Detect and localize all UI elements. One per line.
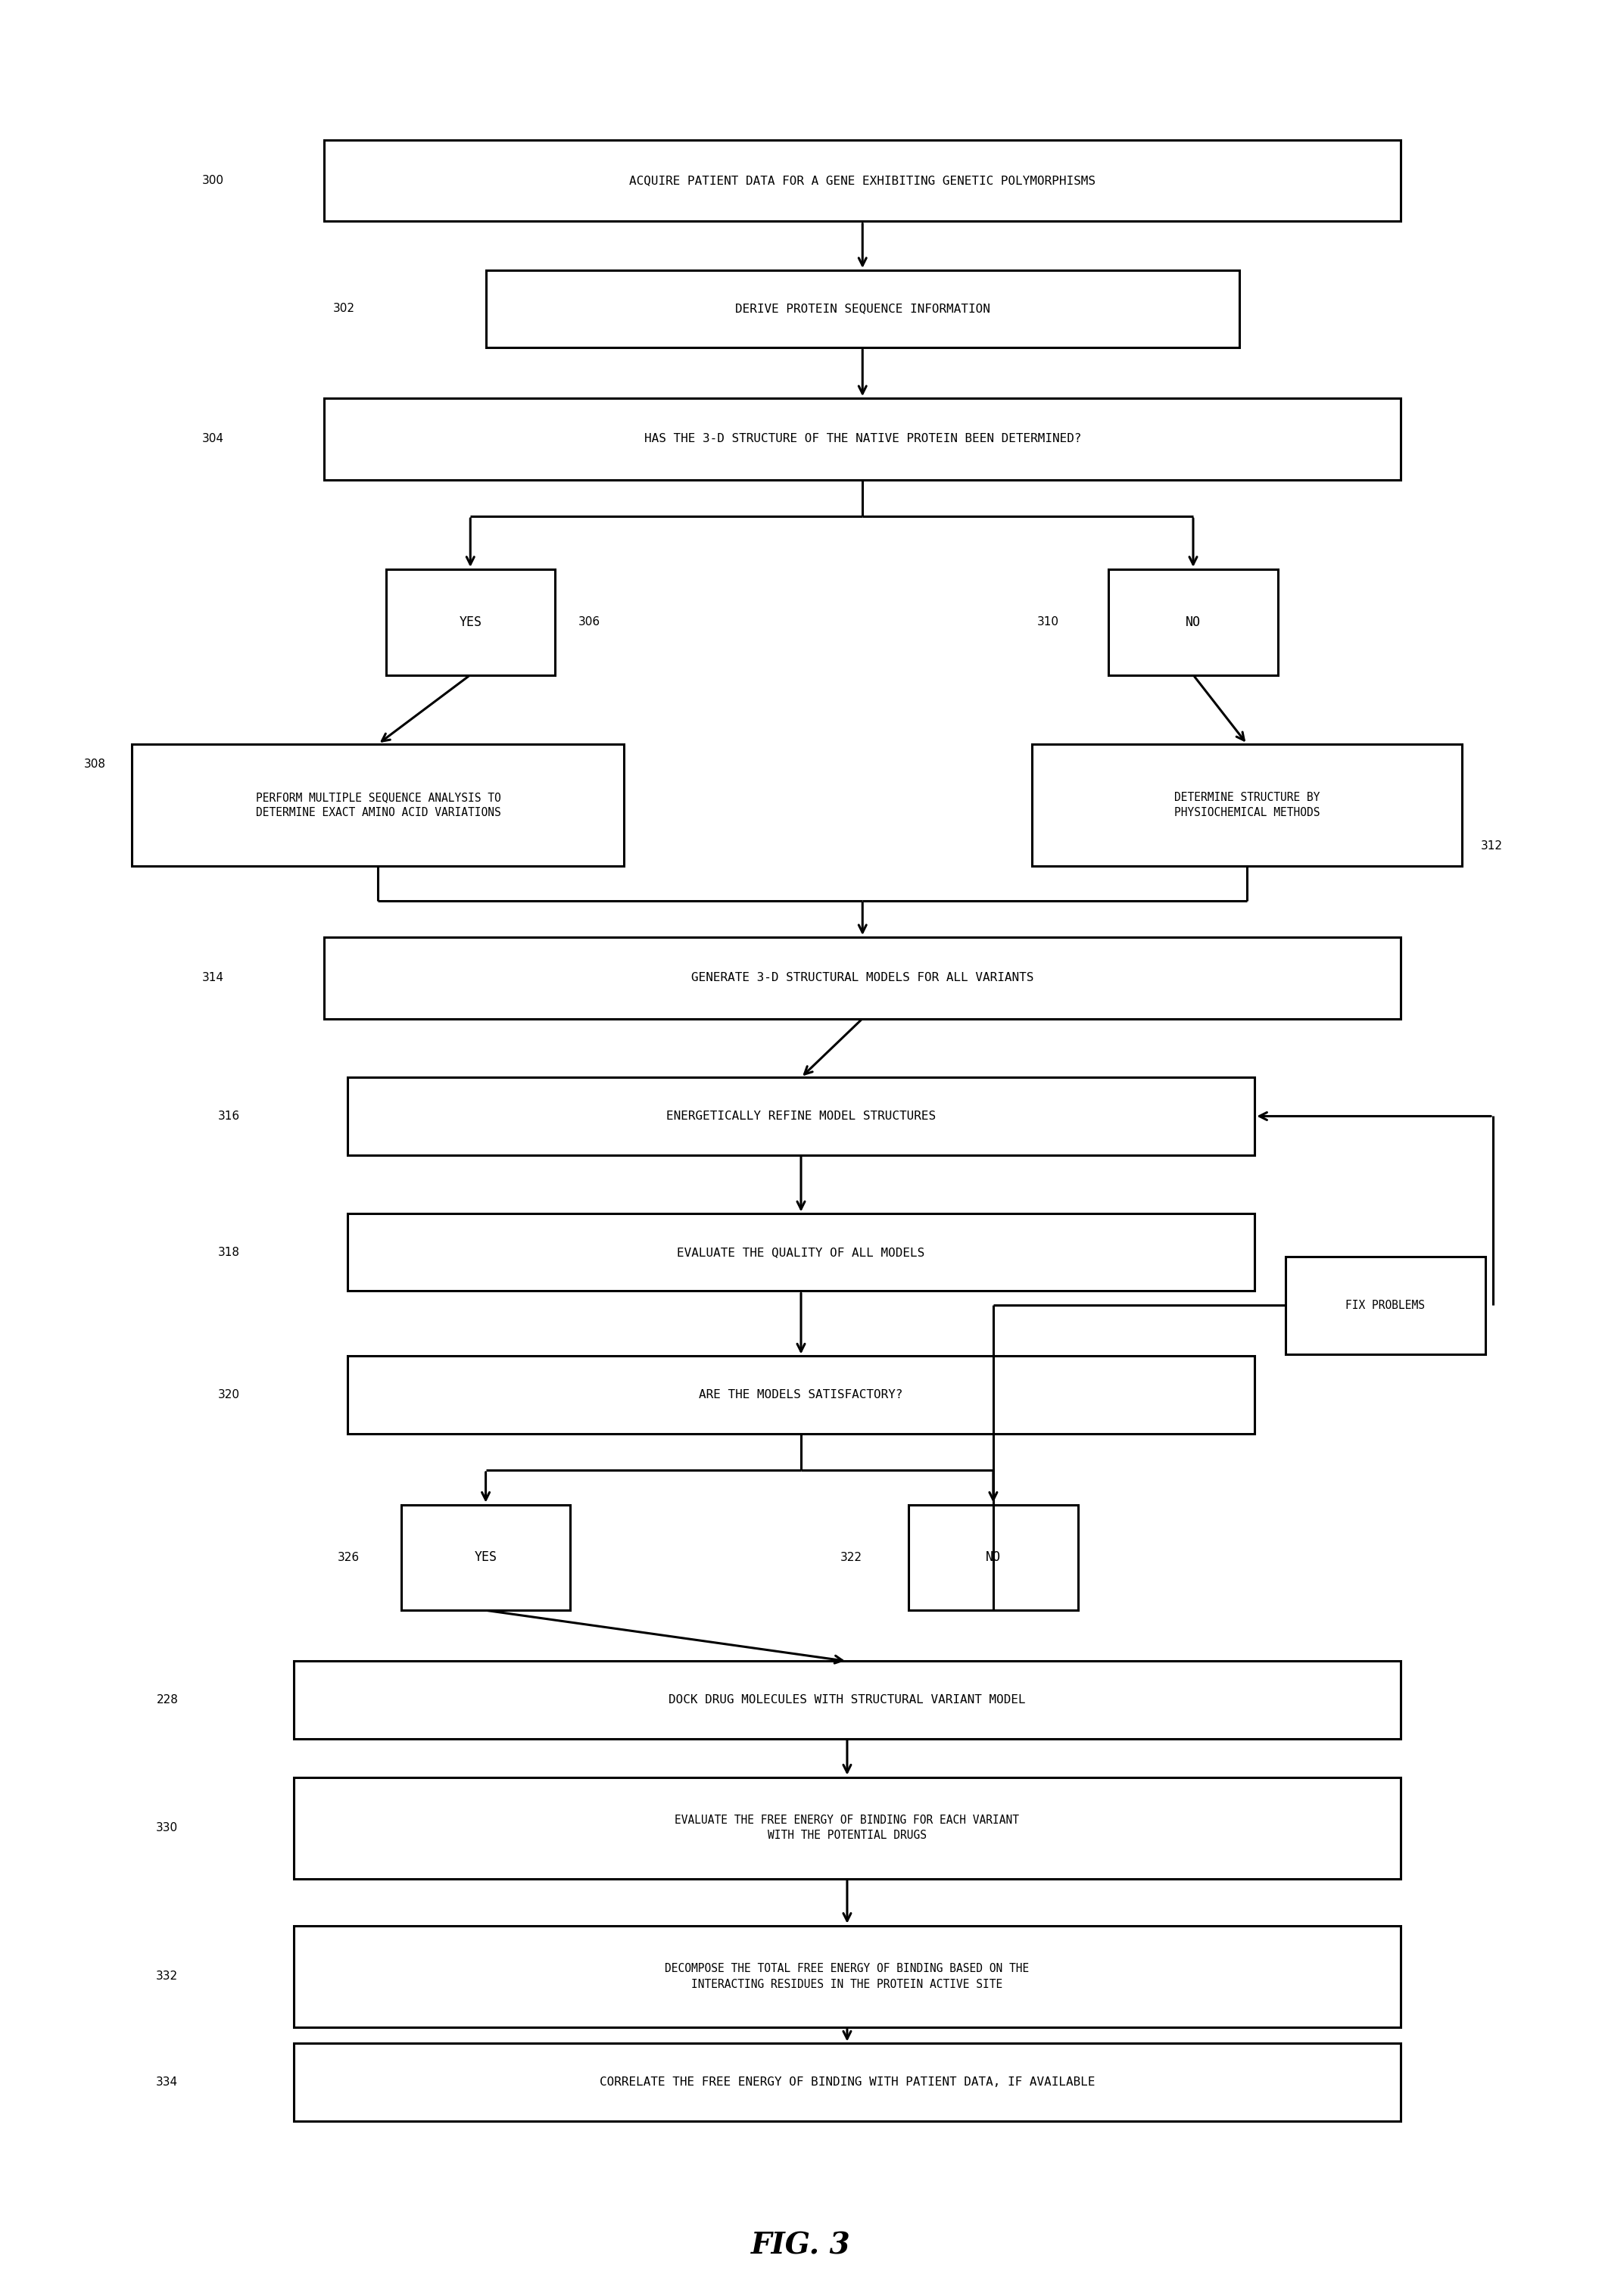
Text: DOCK DRUG MOLECULES WITH STRUCTURAL VARIANT MODEL: DOCK DRUG MOLECULES WITH STRUCTURAL VARI… <box>668 1694 1025 1706</box>
Text: GENERATE 3-D STRUCTURAL MODELS FOR ALL VARIANTS: GENERATE 3-D STRUCTURAL MODELS FOR ALL V… <box>692 971 1033 983</box>
Text: 228: 228 <box>157 1694 178 1706</box>
Text: 310: 310 <box>1038 615 1059 627</box>
Text: EVALUATE THE FREE ENERGY OF BINDING FOR EACH VARIANT
WITH THE POTENTIAL DRUGS: EVALUATE THE FREE ENERGY OF BINDING FOR … <box>674 1814 1019 1841</box>
Bar <box>386 569 554 675</box>
Bar <box>348 1215 1254 1290</box>
Text: HAS THE 3-D STRUCTURE OF THE NATIVE PROTEIN BEEN DETERMINED?: HAS THE 3-D STRUCTURE OF THE NATIVE PROT… <box>644 434 1081 445</box>
Text: 304: 304 <box>202 434 224 445</box>
Text: 320: 320 <box>218 1389 240 1401</box>
Bar <box>293 1662 1400 1738</box>
Bar <box>1032 744 1463 866</box>
Text: 308: 308 <box>83 758 106 769</box>
Text: 312: 312 <box>1480 840 1503 852</box>
Text: NO: NO <box>985 1550 1001 1564</box>
Text: FIX PROBLEMS: FIX PROBLEMS <box>1346 1300 1426 1311</box>
Bar <box>131 744 625 866</box>
Text: ARE THE MODELS SATISFACTORY?: ARE THE MODELS SATISFACTORY? <box>698 1389 904 1401</box>
Bar <box>324 397 1400 480</box>
Text: FIG. 3: FIG. 3 <box>751 2232 851 2259</box>
Text: ACQUIRE PATIENT DATA FOR A GENE EXHIBITING GENETIC POLYMORPHISMS: ACQUIRE PATIENT DATA FOR A GENE EXHIBITI… <box>630 174 1096 186</box>
Bar <box>293 1926 1400 2027</box>
Bar <box>908 1504 1078 1609</box>
Text: DECOMPOSE THE TOTAL FREE ENERGY OF BINDING BASED ON THE
INTERACTING RESIDUES IN : DECOMPOSE THE TOTAL FREE ENERGY OF BINDI… <box>665 1963 1030 1991</box>
Text: NO: NO <box>1185 615 1202 629</box>
Bar <box>400 1504 570 1609</box>
Bar <box>348 1077 1254 1155</box>
Bar <box>324 937 1400 1019</box>
Text: 314: 314 <box>202 971 224 983</box>
Text: DETERMINE STRUCTURE BY
PHYSIOCHEMICAL METHODS: DETERMINE STRUCTURE BY PHYSIOCHEMICAL ME… <box>1174 792 1320 817</box>
Text: ENERGETICALLY REFINE MODEL STRUCTURES: ENERGETICALLY REFINE MODEL STRUCTURES <box>666 1111 936 1123</box>
Bar <box>1285 1256 1485 1355</box>
Text: YES: YES <box>474 1550 497 1564</box>
Text: 330: 330 <box>155 1823 178 1835</box>
Text: 306: 306 <box>578 615 601 627</box>
Text: 332: 332 <box>155 1970 178 1981</box>
Text: 318: 318 <box>218 1247 240 1258</box>
Bar <box>348 1357 1254 1433</box>
Bar <box>293 1777 1400 1878</box>
Text: 300: 300 <box>202 174 224 186</box>
Bar <box>485 271 1240 347</box>
Text: PERFORM MULTIPLE SEQUENCE ANALYSIS TO
DETERMINE EXACT AMINO ACID VARIATIONS: PERFORM MULTIPLE SEQUENCE ANALYSIS TO DE… <box>255 792 501 817</box>
Text: YES: YES <box>460 615 482 629</box>
Bar <box>1109 569 1278 675</box>
Text: DERIVE PROTEIN SEQUENCE INFORMATION: DERIVE PROTEIN SEQUENCE INFORMATION <box>735 303 990 315</box>
Bar <box>293 2043 1400 2122</box>
Text: 322: 322 <box>841 1552 862 1564</box>
Text: 334: 334 <box>155 2076 178 2087</box>
Text: 316: 316 <box>218 1111 240 1123</box>
Text: EVALUATE THE QUALITY OF ALL MODELS: EVALUATE THE QUALITY OF ALL MODELS <box>678 1247 924 1258</box>
Bar <box>324 140 1400 220</box>
Text: CORRELATE THE FREE ENERGY OF BINDING WITH PATIENT DATA, IF AVAILABLE: CORRELATE THE FREE ENERGY OF BINDING WIT… <box>599 2076 1094 2087</box>
Text: 302: 302 <box>333 303 356 315</box>
Text: 326: 326 <box>338 1552 359 1564</box>
